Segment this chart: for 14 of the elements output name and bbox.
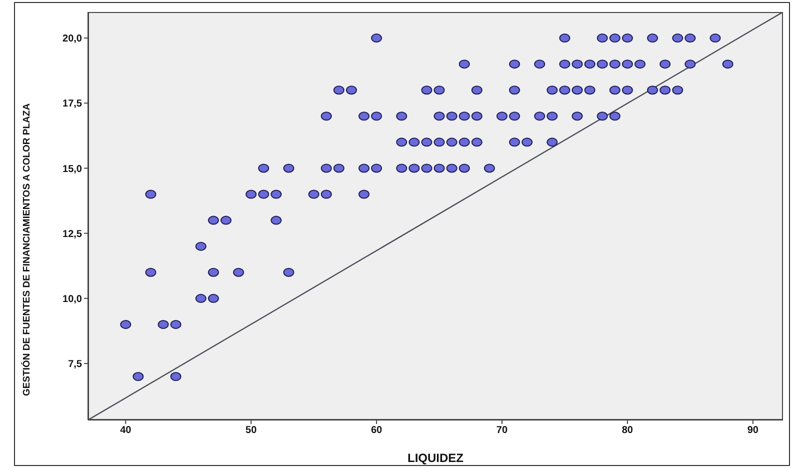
y-tick-label: 17,5: [62, 98, 82, 110]
x-tick-label: 90: [747, 425, 759, 436]
y-axis-title: GESTIÓN DE FUENTES DE FINANCIAMIENTOS A COLOR PLAZA: [20, 103, 32, 396]
y-tick-label: 15,0: [62, 164, 82, 175]
x-tick-label: 80: [622, 425, 634, 436]
x-tick-label: 50: [246, 425, 258, 436]
x-tick-label: 40: [120, 425, 132, 436]
y-tick-label: 12,5: [62, 228, 82, 240]
x-tick-label: 70: [496, 425, 508, 436]
y-tick-label: 7,5: [68, 359, 82, 370]
x-axis-title: LIQUIDEZ: [408, 451, 464, 465]
x-tick-label: 60: [370, 425, 383, 436]
y-tick-label: 10,0: [62, 294, 82, 305]
y-tick-label: 20,0: [62, 34, 82, 45]
